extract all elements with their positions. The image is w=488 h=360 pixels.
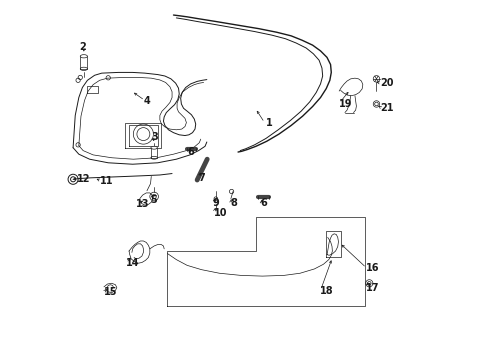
Text: 14: 14 [125,258,139,268]
Text: 5: 5 [150,195,157,205]
Text: 6: 6 [260,198,267,208]
Text: 17: 17 [365,283,378,293]
Text: 2: 2 [80,42,86,52]
Text: 3: 3 [151,132,158,142]
Text: 7: 7 [198,173,204,183]
Bar [80,56,87,69]
Text: 16: 16 [365,263,378,273]
Text: 20: 20 [379,78,393,88]
Text: 9: 9 [212,198,219,208]
Text: 11: 11 [100,176,114,186]
Ellipse shape [80,55,87,58]
Text: 18: 18 [319,286,333,296]
Text: 12: 12 [77,174,90,184]
Text: 8: 8 [230,198,237,208]
Text: 4: 4 [144,96,150,106]
Text: 6: 6 [187,147,193,157]
Bar [151,148,157,158]
Text: 1: 1 [265,118,272,128]
Text: 21: 21 [379,103,393,113]
Text: 15: 15 [104,287,117,297]
Text: 13: 13 [136,199,149,210]
Ellipse shape [151,146,157,149]
Text: 10: 10 [213,208,227,218]
Text: 19: 19 [338,99,351,109]
